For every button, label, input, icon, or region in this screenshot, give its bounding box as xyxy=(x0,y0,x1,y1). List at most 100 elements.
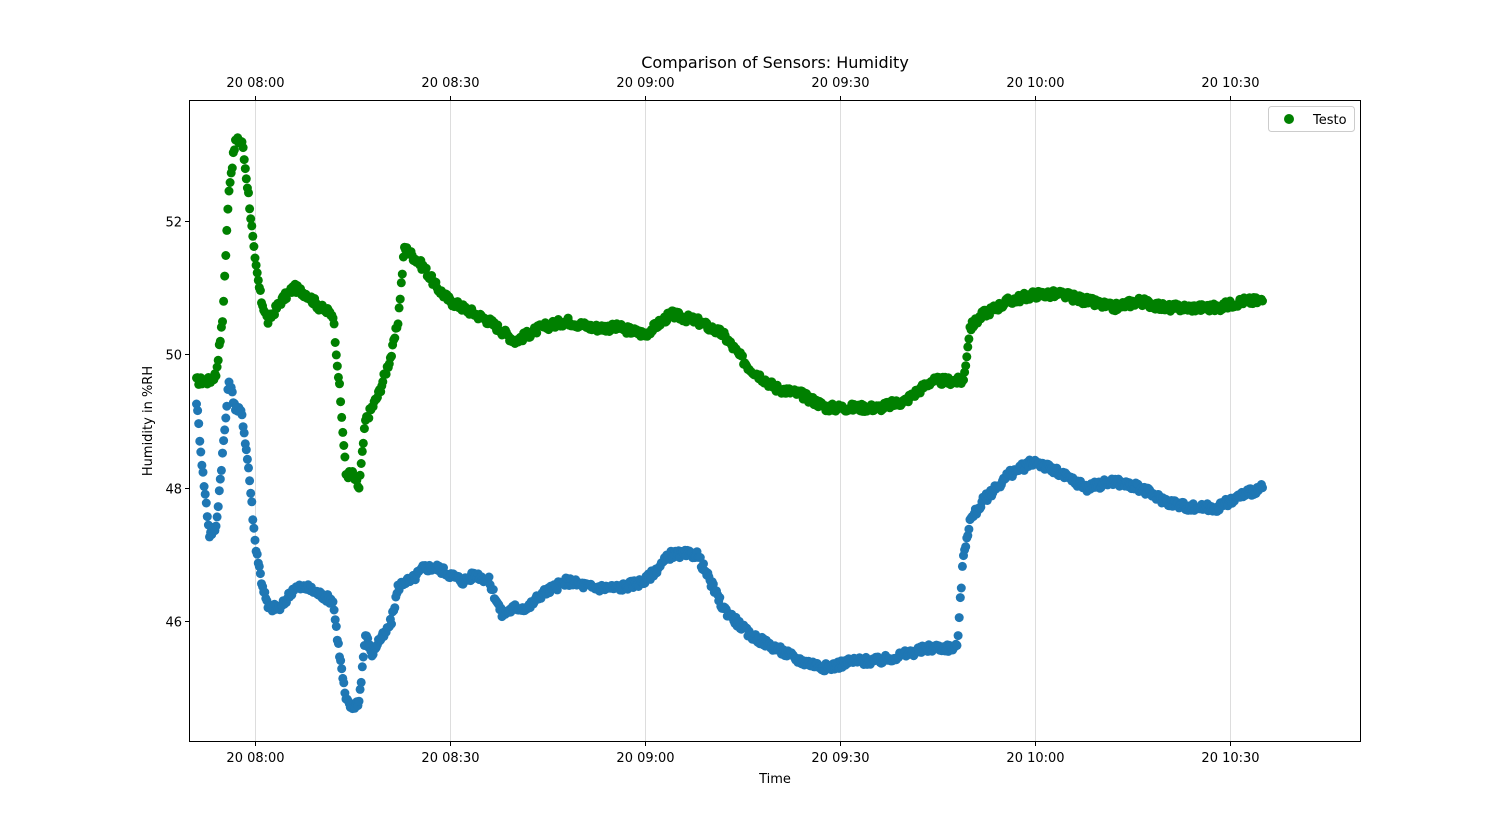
data-point xyxy=(952,640,962,650)
data-point xyxy=(378,377,388,387)
series-testo xyxy=(192,133,1267,493)
x-tick-label: 20 10:30 xyxy=(1201,751,1259,766)
data-point xyxy=(247,221,257,231)
data-point xyxy=(215,336,225,346)
data-point xyxy=(211,521,221,531)
legend-box xyxy=(1268,106,1355,132)
data-point xyxy=(335,379,344,389)
x-top-tick-label: 20 10:30 xyxy=(1201,76,1259,91)
legend: Testo xyxy=(1268,106,1355,132)
data-point xyxy=(252,268,262,278)
data-point xyxy=(218,317,227,327)
data-point xyxy=(397,269,407,279)
data-point xyxy=(962,352,972,362)
data-point xyxy=(387,619,396,629)
data-point xyxy=(964,524,974,534)
data-point xyxy=(357,662,367,672)
data-point xyxy=(255,286,265,295)
data-point xyxy=(247,497,257,507)
data-point xyxy=(390,603,400,613)
y-axis-label: Humidity in %RH xyxy=(141,366,156,476)
data-point xyxy=(213,502,223,512)
data-point xyxy=(336,656,346,666)
data-point xyxy=(961,542,971,552)
data-layer xyxy=(192,133,1267,714)
data-point xyxy=(219,436,229,446)
data-point xyxy=(699,559,708,569)
data-point xyxy=(198,467,208,477)
data-point xyxy=(387,351,396,361)
plot-frame xyxy=(189,100,1361,742)
data-point xyxy=(338,427,348,437)
data-point xyxy=(199,482,209,491)
data-point xyxy=(245,476,255,486)
data-point xyxy=(220,425,230,435)
data-point xyxy=(211,371,221,381)
data-point xyxy=(238,143,248,153)
data-point xyxy=(355,684,365,694)
data-point xyxy=(955,593,965,603)
x-tick-label: 20 08:30 xyxy=(421,751,479,766)
data-point xyxy=(337,664,347,674)
data-point xyxy=(1258,296,1267,306)
y-tick-label: 52 xyxy=(165,216,182,231)
x-tick-label: 20 09:00 xyxy=(616,751,674,766)
x-top-tick-label: 20 08:00 xyxy=(226,76,284,91)
data-point xyxy=(738,351,747,361)
data-point xyxy=(212,362,222,372)
axis-layer: 20 08:00 20 08:30 20 09:00 20 09:30 20 10:00… xyxy=(165,76,1259,766)
data-point xyxy=(395,294,405,304)
data-point xyxy=(201,498,211,508)
data-point xyxy=(200,489,210,499)
grid-layer xyxy=(255,101,1231,741)
data-point xyxy=(196,447,206,457)
x-tick-label: 20 09:30 xyxy=(811,751,869,766)
series-reference xyxy=(192,377,1267,714)
data-point xyxy=(964,334,974,344)
data-point xyxy=(225,178,235,187)
data-point xyxy=(356,459,366,468)
data-point xyxy=(246,488,256,498)
data-point xyxy=(331,350,341,360)
x-tick-label: 20 10:00 xyxy=(1006,751,1064,766)
data-point xyxy=(215,474,225,484)
data-point xyxy=(248,231,258,241)
data-point xyxy=(244,188,253,198)
x-tick-label: 20 08:00 xyxy=(226,751,284,766)
data-point xyxy=(219,296,229,306)
data-point xyxy=(221,413,231,423)
data-point xyxy=(244,463,253,473)
data-point xyxy=(396,278,406,288)
data-point xyxy=(339,441,349,450)
x-top-tick-label: 20 10:00 xyxy=(1006,76,1064,91)
chart-title: Comparison of Sensors: Humidity xyxy=(641,53,909,72)
data-point xyxy=(956,583,966,593)
data-point xyxy=(197,460,207,470)
data-point xyxy=(328,597,338,607)
x-axis-label: Time xyxy=(758,772,791,787)
data-point xyxy=(250,535,260,545)
data-point xyxy=(212,512,222,522)
data-point xyxy=(239,155,249,165)
data-point xyxy=(954,613,964,623)
data-point xyxy=(214,486,224,496)
data-point xyxy=(421,263,431,273)
data-point xyxy=(394,303,404,313)
data-point xyxy=(254,561,264,571)
data-point xyxy=(332,361,342,371)
data-point xyxy=(245,204,255,214)
data-point xyxy=(959,375,968,385)
data-point xyxy=(222,225,232,235)
data-point xyxy=(358,652,368,662)
data-point xyxy=(963,342,973,352)
data-point xyxy=(251,260,261,270)
data-point xyxy=(227,387,237,397)
data-point xyxy=(237,410,247,420)
data-point xyxy=(248,515,258,525)
data-point xyxy=(229,145,239,155)
data-point xyxy=(953,631,963,641)
data-point xyxy=(1258,483,1267,493)
data-point xyxy=(246,214,256,224)
data-point xyxy=(330,338,340,347)
